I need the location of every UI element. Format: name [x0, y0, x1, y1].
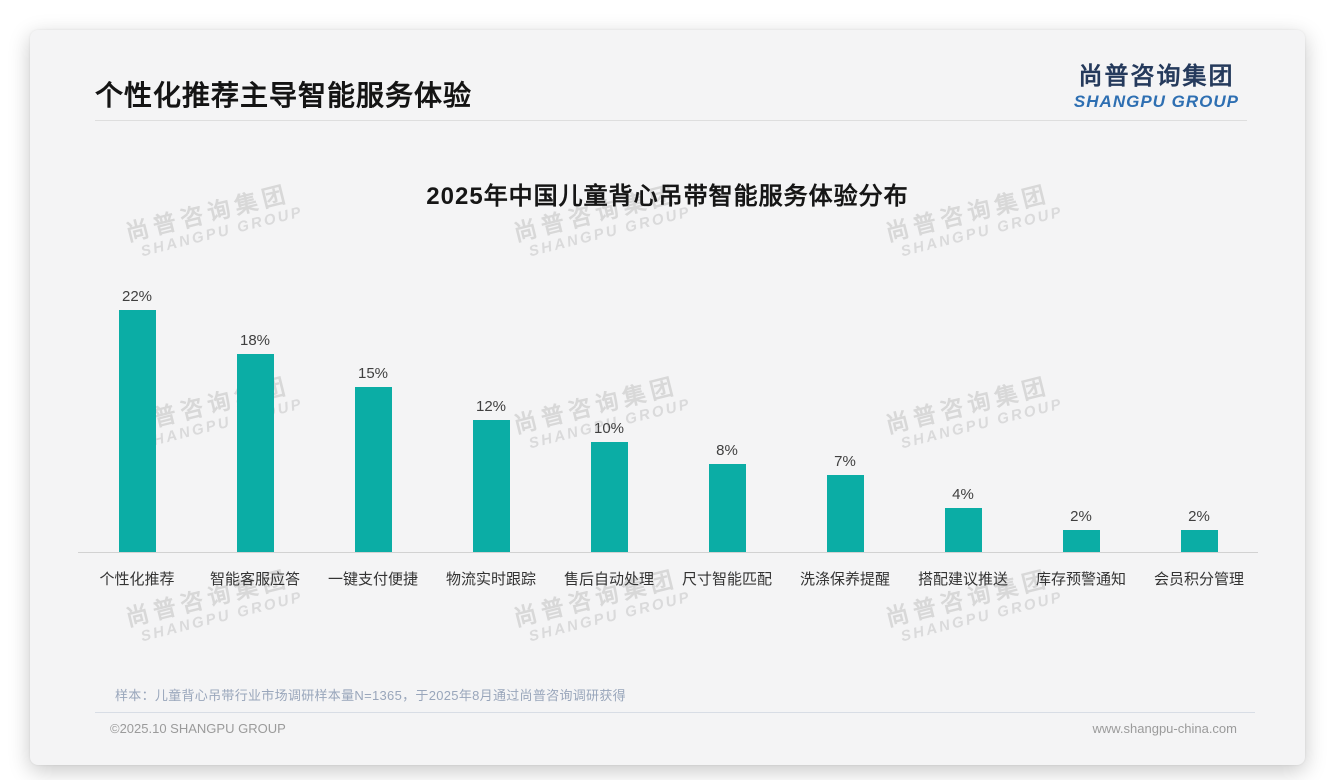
company-logo: 尚普咨询集团 SHANGPU GROUP [1074, 56, 1239, 112]
x-axis-label: 个性化推荐 [99, 571, 175, 588]
bar-column: 12% [432, 280, 550, 552]
bar [472, 420, 510, 552]
bar [236, 354, 274, 552]
bar-value-label: 10% [593, 420, 625, 437]
footer-divider [95, 712, 1255, 713]
bar-column: 22% [78, 280, 196, 552]
bar-value-label: 18% [239, 332, 271, 349]
bar [826, 475, 864, 552]
bar-value-label: 8% [716, 442, 738, 459]
bar-value-label: 7% [834, 453, 856, 470]
x-axis-label: 售后自动处理 [563, 571, 654, 588]
page-title: 个性化推荐主导智能服务体验 [95, 80, 473, 111]
x-axis-label: 会员积分管理 [1153, 571, 1244, 588]
title-divider [95, 120, 1247, 121]
bar [1180, 530, 1218, 552]
bar-column: 15% [314, 280, 432, 552]
website-url: www.shangpu-china.com [1092, 721, 1237, 736]
x-axis-line [78, 552, 1258, 553]
copyright-text: ©2025.10 SHANGPU GROUP [110, 721, 286, 736]
slide-footer: ©2025.10 SHANGPU GROUP www.shangpu-china… [110, 721, 1237, 736]
bar-column: 10% [550, 280, 668, 552]
bar-column: 18% [196, 280, 314, 552]
bar [354, 387, 392, 552]
bar-value-label: 22% [121, 288, 153, 305]
bar-value-label: 4% [952, 486, 974, 503]
bar-column: 8% [668, 280, 786, 552]
bar-value-label: 15% [357, 365, 389, 382]
bar-value-label: 2% [1188, 508, 1210, 525]
x-axis-label: 尺寸智能匹配 [681, 571, 772, 588]
slide-card: 尚普咨询集团 SHANGPU GROUP 尚普咨询集团 SHANGPU GROUP 尚普… [30, 30, 1305, 765]
slide-content: 个性化推荐主导智能服务体验 尚普咨询集团 SHANGPU GROUP 2025年… [30, 30, 1305, 765]
x-axis-label: 洗涤保养提醒 [799, 571, 890, 588]
bar [708, 464, 746, 552]
x-axis-label: 一键支付便捷 [327, 571, 418, 588]
bar-column: 4% [904, 280, 1022, 552]
bar [1062, 530, 1100, 552]
bar-column: 2% [1022, 280, 1140, 552]
x-axis-label: 智能客服应答 [209, 571, 300, 588]
logo-english-text: SHANGPU GROUP [1073, 92, 1239, 111]
bar [118, 310, 156, 552]
bar-value-label: 2% [1070, 508, 1092, 525]
x-axis-labels: 个性化推荐 智能客服应答 一键支付便捷 物流实时跟踪 售后自动处理 尺寸智能匹配 洗涤保养提… [78, 568, 1258, 589]
bar [944, 508, 982, 552]
bar [590, 442, 628, 552]
bar-column: 2% [1140, 280, 1258, 552]
x-axis-label: 库存预警通知 [1035, 571, 1126, 588]
bar-column: 7% [786, 280, 904, 552]
x-axis-label: 物流实时跟踪 [445, 571, 536, 588]
sample-note: 样本：儿童背心吊带行业市场调研样本量N=1365，于2025年8月通过尚普咨询调… [115, 688, 626, 703]
chart-title: 2025年中国儿童背心吊带智能服务体验分布 [426, 183, 909, 210]
chart-plot-area: 22% 18% 15% 12% 10% 8% 7% 4% 2% 2% [78, 280, 1258, 552]
logo-chinese-text: 尚普咨询集团 [1078, 63, 1235, 90]
bar-value-label: 12% [475, 398, 507, 415]
x-axis-label: 搭配建议推送 [917, 571, 1008, 588]
